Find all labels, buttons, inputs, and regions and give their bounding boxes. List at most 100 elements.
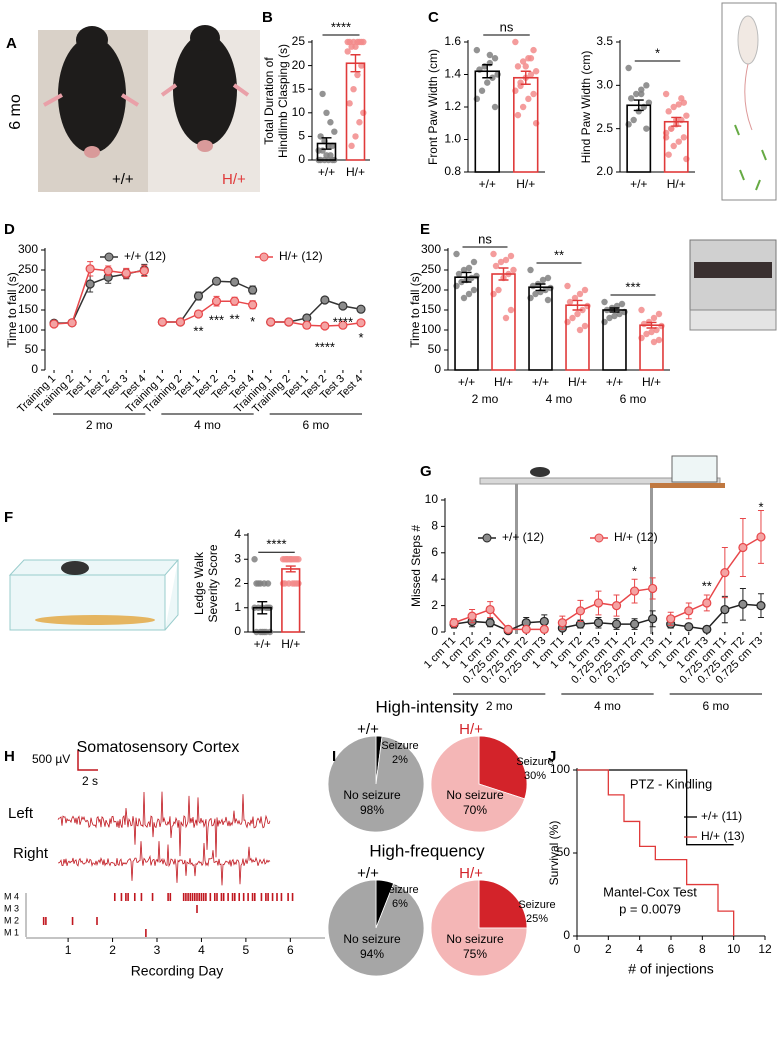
eeg-trace	[57, 791, 271, 858]
data-point	[489, 74, 496, 81]
data-point	[460, 266, 468, 274]
data-point	[491, 55, 499, 62]
x-tick-label: H/+	[568, 375, 587, 389]
marker	[85, 279, 95, 289]
marker	[320, 321, 330, 331]
y-axis-label: Time to fall (s)	[5, 272, 19, 348]
data-point	[650, 314, 658, 322]
y-tick-label: 100	[18, 322, 38, 336]
marker	[629, 586, 640, 596]
data-point	[344, 48, 351, 55]
y-tick-label: 1.6	[444, 34, 461, 48]
slice-value: 94%	[360, 947, 384, 961]
panel-label: J	[548, 748, 556, 765]
data-point	[514, 63, 522, 70]
data-point	[665, 108, 672, 115]
chart-title: High-frequency	[369, 841, 485, 860]
data-point	[360, 109, 367, 117]
slice-label: No seizure	[446, 788, 504, 802]
marker	[193, 309, 204, 319]
data-point	[323, 152, 330, 159]
series-line	[670, 536, 762, 620]
data-point	[470, 286, 478, 294]
data-point	[319, 90, 326, 98]
significance-label: ns	[478, 231, 492, 246]
marker	[229, 277, 240, 287]
group-label: H/+	[459, 865, 483, 882]
error-bar	[535, 283, 546, 292]
x-tick-label: 4	[636, 942, 643, 956]
marker	[320, 295, 330, 305]
data-point	[532, 68, 540, 75]
legend-marker	[482, 533, 492, 543]
data-point	[564, 282, 571, 290]
x-tick-label: +/+	[606, 375, 623, 389]
chart-title: PTZ - Kindling	[630, 776, 712, 791]
legend-label: +/+ (12)	[124, 249, 166, 263]
x-axis-label: Recording Day	[131, 963, 224, 979]
legend-marker	[259, 252, 269, 262]
marker	[648, 583, 658, 594]
significance-label: *	[632, 564, 637, 579]
data-point	[645, 99, 653, 106]
series-line	[53, 267, 145, 325]
data-point	[527, 71, 535, 78]
data-point	[576, 290, 584, 298]
panel-label: C	[428, 9, 439, 26]
group-label: +/+	[357, 721, 379, 738]
pie-slice	[327, 879, 425, 977]
data-point	[667, 125, 675, 132]
data-point	[655, 336, 663, 344]
significance-label: **	[193, 323, 203, 338]
photo-panel	[38, 25, 260, 192]
data-point	[348, 142, 355, 150]
group-label: 4 mo	[194, 418, 221, 432]
bar	[281, 568, 301, 633]
data-point	[665, 151, 672, 158]
data-point	[251, 556, 258, 563]
y-tick-label: 3	[234, 551, 241, 565]
x-axis-label: # of injections	[628, 961, 714, 977]
x-tick-label: H/+	[281, 637, 300, 651]
survival-line	[577, 769, 734, 846]
slice-value: 2%	[392, 754, 408, 766]
y-tick-label: 150	[18, 302, 38, 316]
y-tick-label: 3.0	[596, 78, 613, 92]
marker	[248, 285, 258, 295]
y-tick-label: 1.2	[444, 99, 461, 113]
pie-slice	[430, 879, 528, 977]
data-point	[530, 90, 537, 98]
data-point	[611, 312, 618, 320]
data-point	[519, 58, 527, 65]
x-tick-label: 5	[243, 943, 250, 957]
significance-label: *	[250, 314, 255, 329]
marker	[67, 318, 77, 328]
data-point	[356, 119, 363, 126]
row-label: M 2	[4, 915, 19, 925]
data-point	[574, 310, 581, 318]
marker	[575, 606, 586, 616]
marker	[485, 618, 495, 628]
data-point	[490, 250, 497, 258]
marker	[756, 532, 766, 542]
data-point	[323, 109, 330, 117]
significance-label: ****	[331, 19, 351, 34]
data-point	[630, 116, 637, 124]
data-point	[495, 286, 502, 294]
marker	[284, 317, 294, 327]
illustration	[8, 2, 777, 823]
data-point	[650, 338, 658, 346]
y-tick-label: 1	[234, 600, 241, 614]
group-label: +/+	[357, 865, 379, 882]
y-tick-label: 2.0	[596, 164, 613, 178]
marker	[720, 567, 730, 578]
slice-label: Seizure	[381, 884, 418, 896]
marker	[229, 296, 240, 306]
panel-label: G	[420, 463, 432, 480]
data-point	[633, 90, 640, 98]
data-point	[512, 38, 519, 46]
legend-label: H/+ (12)	[279, 249, 323, 263]
row-label: M 1	[4, 927, 19, 937]
panel-label: B	[262, 9, 273, 26]
data-point	[635, 108, 642, 115]
